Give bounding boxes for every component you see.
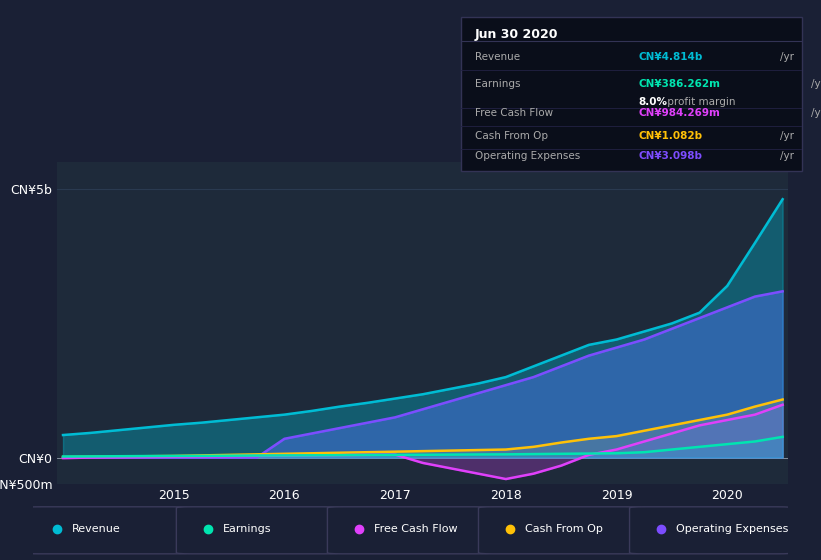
Text: Earnings: Earnings	[223, 524, 272, 534]
Text: /yr: /yr	[811, 108, 821, 118]
Text: /yr: /yr	[780, 131, 794, 141]
Text: profit margin: profit margin	[664, 96, 736, 106]
FancyBboxPatch shape	[328, 507, 491, 554]
Text: Cash From Op: Cash From Op	[475, 131, 548, 141]
Text: Free Cash Flow: Free Cash Flow	[475, 108, 553, 118]
Text: CN¥984.269m: CN¥984.269m	[639, 108, 721, 118]
FancyBboxPatch shape	[630, 507, 793, 554]
Text: Operating Expenses: Operating Expenses	[677, 524, 789, 534]
Text: Earnings: Earnings	[475, 79, 521, 89]
Text: CN¥386.262m: CN¥386.262m	[639, 79, 721, 89]
FancyBboxPatch shape	[479, 507, 642, 554]
Text: Operating Expenses: Operating Expenses	[475, 151, 580, 161]
Text: Cash From Op: Cash From Op	[525, 524, 603, 534]
Text: /yr: /yr	[780, 151, 794, 161]
FancyBboxPatch shape	[177, 507, 340, 554]
Text: Revenue: Revenue	[72, 524, 121, 534]
Text: /yr: /yr	[811, 79, 821, 89]
Text: Revenue: Revenue	[475, 52, 521, 62]
Text: /yr: /yr	[780, 52, 794, 62]
Text: Free Cash Flow: Free Cash Flow	[374, 524, 458, 534]
Text: CN¥1.082b: CN¥1.082b	[639, 131, 703, 141]
FancyBboxPatch shape	[461, 17, 802, 171]
Text: Jun 30 2020: Jun 30 2020	[475, 27, 558, 40]
Text: CN¥4.814b: CN¥4.814b	[639, 52, 703, 62]
Text: 8.0%: 8.0%	[639, 96, 667, 106]
Text: CN¥3.098b: CN¥3.098b	[639, 151, 703, 161]
FancyBboxPatch shape	[25, 507, 189, 554]
